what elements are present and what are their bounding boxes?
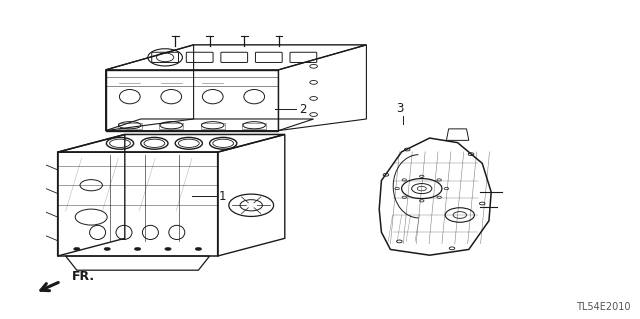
Text: 1: 1: [219, 190, 227, 203]
Circle shape: [134, 247, 141, 250]
Text: FR.: FR.: [72, 270, 95, 283]
Circle shape: [74, 247, 80, 250]
Text: TL54E2010: TL54E2010: [576, 302, 630, 312]
Circle shape: [165, 247, 172, 250]
Circle shape: [195, 247, 202, 250]
Circle shape: [104, 247, 110, 250]
Text: 2: 2: [299, 103, 307, 115]
Text: 3: 3: [396, 102, 404, 115]
